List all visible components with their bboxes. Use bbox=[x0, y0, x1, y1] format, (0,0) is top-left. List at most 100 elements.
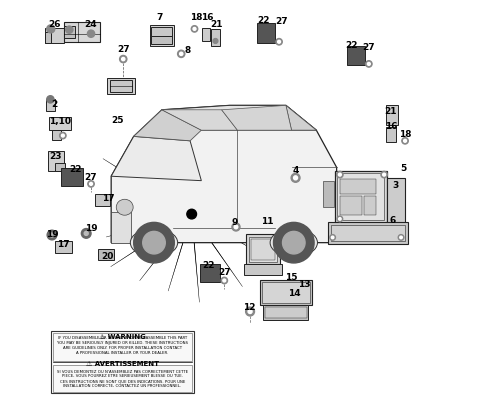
Text: 22: 22 bbox=[257, 15, 270, 25]
Circle shape bbox=[383, 173, 385, 176]
Circle shape bbox=[84, 231, 88, 236]
Bar bbox=[200, 264, 220, 282]
Text: 22: 22 bbox=[203, 261, 215, 270]
Bar bbox=[45, 32, 51, 43]
Bar bbox=[64, 26, 75, 38]
Circle shape bbox=[232, 223, 240, 231]
Text: 23: 23 bbox=[49, 152, 62, 162]
Circle shape bbox=[143, 231, 165, 254]
Bar bbox=[53, 332, 192, 361]
Polygon shape bbox=[286, 105, 316, 130]
Bar bbox=[335, 170, 387, 223]
Bar bbox=[249, 237, 277, 261]
Text: 20: 20 bbox=[101, 252, 113, 261]
Bar bbox=[202, 28, 210, 41]
Text: 2: 2 bbox=[51, 100, 57, 109]
Ellipse shape bbox=[131, 229, 178, 257]
Circle shape bbox=[180, 52, 183, 55]
Text: 8: 8 bbox=[184, 46, 191, 55]
Text: 18: 18 bbox=[190, 13, 203, 22]
Polygon shape bbox=[111, 211, 184, 214]
Circle shape bbox=[331, 236, 334, 239]
Bar bbox=[246, 234, 280, 264]
Polygon shape bbox=[198, 171, 260, 210]
Bar bbox=[48, 151, 64, 170]
Circle shape bbox=[66, 26, 73, 33]
Text: 6: 6 bbox=[389, 216, 396, 225]
Circle shape bbox=[330, 235, 336, 240]
Circle shape bbox=[90, 183, 93, 185]
Circle shape bbox=[134, 222, 174, 263]
Text: ⚠ WARNING: ⚠ WARNING bbox=[99, 334, 145, 340]
Text: 11: 11 bbox=[261, 217, 274, 226]
Polygon shape bbox=[103, 159, 186, 210]
Bar bbox=[262, 282, 311, 303]
Text: 7: 7 bbox=[156, 13, 163, 22]
Circle shape bbox=[404, 139, 407, 142]
Circle shape bbox=[82, 229, 91, 238]
Bar bbox=[53, 365, 192, 392]
Circle shape bbox=[277, 40, 280, 43]
Text: SI VOUS DEMONTEZ OU N'ASSEMBLEZ PAS CORRECTEMENT CETTE
PIECE, VOUS POURREZ ETRE : SI VOUS DEMONTEZ OU N'ASSEMBLEZ PAS CORR… bbox=[57, 370, 188, 388]
Circle shape bbox=[47, 25, 55, 33]
Text: 27: 27 bbox=[118, 45, 131, 54]
Text: 12: 12 bbox=[242, 303, 255, 312]
Bar bbox=[45, 27, 64, 43]
Bar bbox=[55, 241, 72, 253]
Text: 16: 16 bbox=[201, 13, 213, 22]
Bar bbox=[340, 196, 362, 215]
Text: 15: 15 bbox=[285, 273, 298, 282]
Bar bbox=[387, 178, 405, 230]
Polygon shape bbox=[195, 220, 242, 286]
Text: 22: 22 bbox=[346, 41, 358, 50]
Circle shape bbox=[276, 38, 282, 45]
Text: 3: 3 bbox=[392, 181, 398, 190]
Bar bbox=[211, 29, 220, 46]
Circle shape bbox=[47, 96, 54, 103]
Text: 19: 19 bbox=[46, 230, 58, 239]
Text: 27: 27 bbox=[218, 268, 231, 278]
Circle shape bbox=[121, 57, 125, 61]
Ellipse shape bbox=[116, 199, 133, 215]
Bar bbox=[52, 130, 61, 140]
Bar bbox=[386, 127, 396, 142]
Polygon shape bbox=[198, 217, 258, 252]
Polygon shape bbox=[134, 110, 201, 141]
Bar bbox=[244, 264, 282, 275]
Bar bbox=[150, 25, 174, 46]
Circle shape bbox=[50, 233, 54, 237]
Text: 19: 19 bbox=[85, 224, 97, 233]
Circle shape bbox=[367, 63, 370, 65]
Bar bbox=[49, 118, 71, 130]
Circle shape bbox=[366, 61, 372, 67]
Circle shape bbox=[402, 138, 408, 144]
Text: 18: 18 bbox=[399, 130, 411, 139]
Bar bbox=[55, 163, 65, 170]
Circle shape bbox=[223, 279, 226, 282]
Circle shape bbox=[192, 26, 198, 32]
Polygon shape bbox=[150, 136, 189, 208]
Text: 27: 27 bbox=[362, 43, 375, 52]
Text: 25: 25 bbox=[111, 116, 123, 125]
Polygon shape bbox=[193, 141, 214, 207]
Bar bbox=[151, 36, 172, 44]
Bar bbox=[340, 179, 376, 194]
Circle shape bbox=[283, 231, 305, 254]
Circle shape bbox=[61, 134, 64, 137]
Circle shape bbox=[193, 27, 196, 30]
Text: 13: 13 bbox=[298, 280, 311, 289]
Circle shape bbox=[213, 38, 218, 43]
Bar bbox=[257, 23, 275, 43]
Text: 5: 5 bbox=[400, 164, 406, 173]
Polygon shape bbox=[199, 215, 280, 222]
Polygon shape bbox=[140, 220, 188, 281]
Bar bbox=[64, 22, 100, 42]
Polygon shape bbox=[111, 218, 186, 267]
Polygon shape bbox=[199, 191, 286, 213]
Text: 1,10: 1,10 bbox=[48, 117, 71, 126]
Bar bbox=[61, 168, 83, 186]
Text: 14: 14 bbox=[288, 289, 301, 298]
Bar bbox=[95, 194, 110, 206]
Circle shape bbox=[291, 173, 300, 182]
Polygon shape bbox=[111, 105, 336, 243]
